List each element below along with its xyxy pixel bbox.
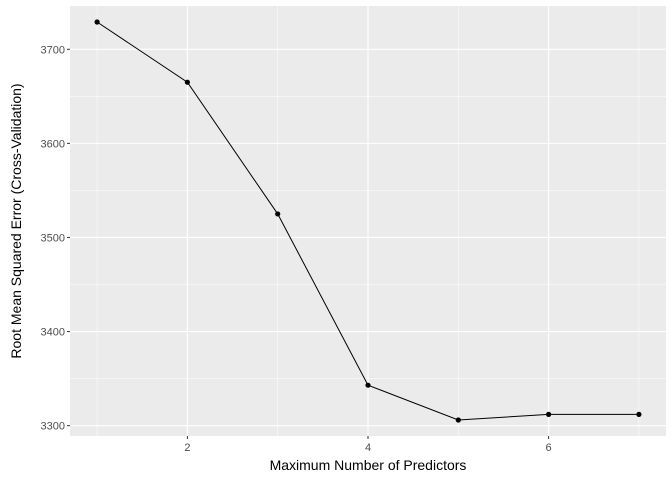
y-axis-title: Root Mean Squared Error (Cross-Validatio…: [8, 83, 24, 358]
x-tick-label: 6: [546, 442, 552, 454]
x-tick-label: 2: [184, 442, 190, 454]
data-points: [94, 19, 642, 423]
data-point: [455, 417, 461, 423]
y-tick-label: 3300: [41, 421, 65, 433]
data-point: [94, 19, 100, 25]
x-tick-label: 4: [365, 442, 371, 454]
data-point: [275, 211, 281, 217]
y-tick-label: 3500: [41, 232, 65, 244]
major-gridlines: [70, 6, 666, 436]
x-axis-ticks: 2 4 6: [184, 436, 552, 454]
y-tick-label: 3600: [41, 138, 65, 150]
data-point: [546, 411, 552, 417]
data-point: [636, 411, 642, 417]
x-axis-title: Maximum Number of Predictors: [270, 457, 467, 473]
y-tick-label: 3400: [41, 327, 65, 339]
data-point: [365, 382, 371, 388]
y-axis-ticks: 3300 3400 3500 3600 3700: [41, 44, 70, 433]
data-point: [184, 79, 190, 85]
y-tick-label: 3700: [41, 44, 65, 56]
